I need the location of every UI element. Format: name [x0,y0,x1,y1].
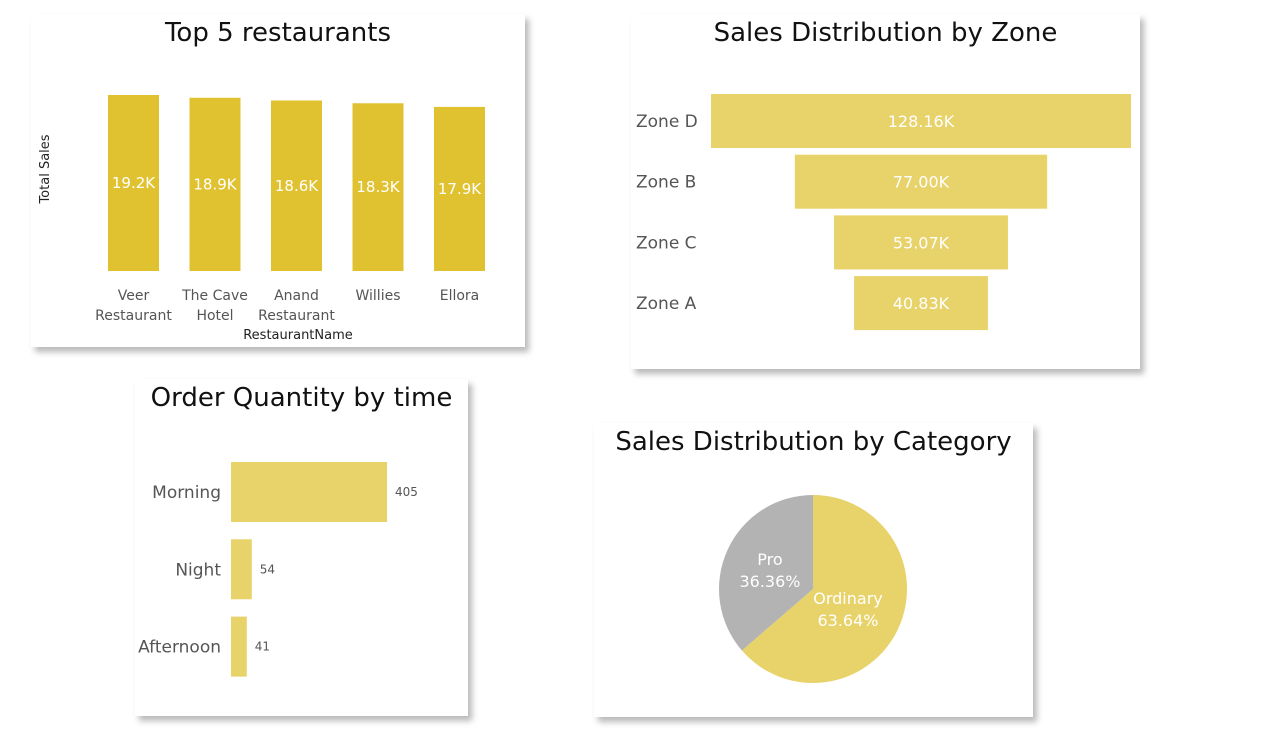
bar-3 [352,103,404,271]
top5-title: Top 5 restaurants [164,18,392,48]
bar-data-label-2: 18.6K [275,177,319,195]
time-title: Order Quantity by time [150,383,453,413]
hbar-data-label-1: 54 [260,562,275,576]
bar-0 [108,95,159,271]
zone-title: Sales Distribution by Zone [713,18,1058,48]
top5-chart: 19.2K Veer Restaurant 18.9K The Cave Hotel 18.… [38,95,485,343]
bar-data-label-3: 18.3K [356,178,400,196]
zone-chart: 128.16K Zone D 77.00K Zone B 53.07K Zone C 40.… [636,94,1131,331]
pie-data-label-ordinary: Ordinary [813,589,882,608]
hbar-category-label-1: Night [175,560,221,580]
hbar-data-label-2: 41 [255,640,270,654]
x-tick-label-0: Restaurant [95,308,172,324]
zone-card: Sales Distribution by Zone 128.16K Zone D… [631,14,1140,369]
bar-1 [189,97,241,271]
pie-data-label-ordinary: 63.64% [817,611,878,630]
x-tick-label-2: Anand [274,288,319,304]
funnel-bar-0 [711,94,1131,148]
bar-data-label-1: 18.9K [193,175,237,193]
x-tick-label-1: Hotel [196,308,233,324]
x-tick-label-4: Ellora [440,288,480,304]
bar-data-label-4: 17.9K [438,180,482,198]
hbar-0 [231,462,387,522]
funnel-category-label-1: Zone B [636,173,696,193]
bar-2 [271,100,322,271]
bar-data-label-0: 19.2K [112,174,156,192]
bar-4 [434,106,485,272]
category-chart: Ordinary 63.64% Pro 36.36% [719,495,907,683]
funnel-category-label-0: Zone D [636,112,698,132]
pie-data-label-pro: Pro [757,550,782,569]
x-tick-label-0: Veer [118,288,150,304]
time-card: Order Quantity by time 405 Morning 54 Night… [135,379,468,716]
x-axis-title: RestaurantName [243,328,353,343]
time-chart: 405 Morning 54 Night 41 Afternoon [138,462,418,677]
funnel-data-label-3: 40.83K [893,294,950,313]
hbar-category-label-0: Morning [152,483,221,503]
hbar-data-label-0: 405 [395,485,418,499]
funnel-bar-3 [854,276,988,331]
x-tick-label-1: The Cave [181,288,248,304]
category-title: Sales Distribution by Category [615,427,1012,457]
pie-slice-ordinary [741,495,907,683]
pie-data-label-pro: 36.36% [739,572,800,591]
funnel-bar-2 [834,215,1008,270]
pie-slice-pro [719,495,813,651]
funnel-data-label-1: 77.00K [893,173,950,192]
hbar-category-label-2: Afternoon [138,638,221,658]
funnel-category-label-2: Zone C [636,233,697,253]
x-tick-label-2: Restaurant [258,308,335,324]
funnel-category-label-3: Zone A [636,294,697,314]
y-axis-title: Total Sales [38,134,53,204]
x-tick-label-3: Willies [355,288,400,304]
funnel-bar-1 [794,154,1048,209]
top5-card: Top 5 restaurants 19.2K Veer Restaurant 18.… [31,14,525,347]
category-card: Sales Distribution by Category Ordinary 6… [594,423,1033,717]
funnel-data-label-2: 53.07K [893,233,950,252]
hbar-2 [231,616,247,677]
funnel-data-label-0: 128.16K [888,112,955,131]
hbar-1 [231,539,252,600]
